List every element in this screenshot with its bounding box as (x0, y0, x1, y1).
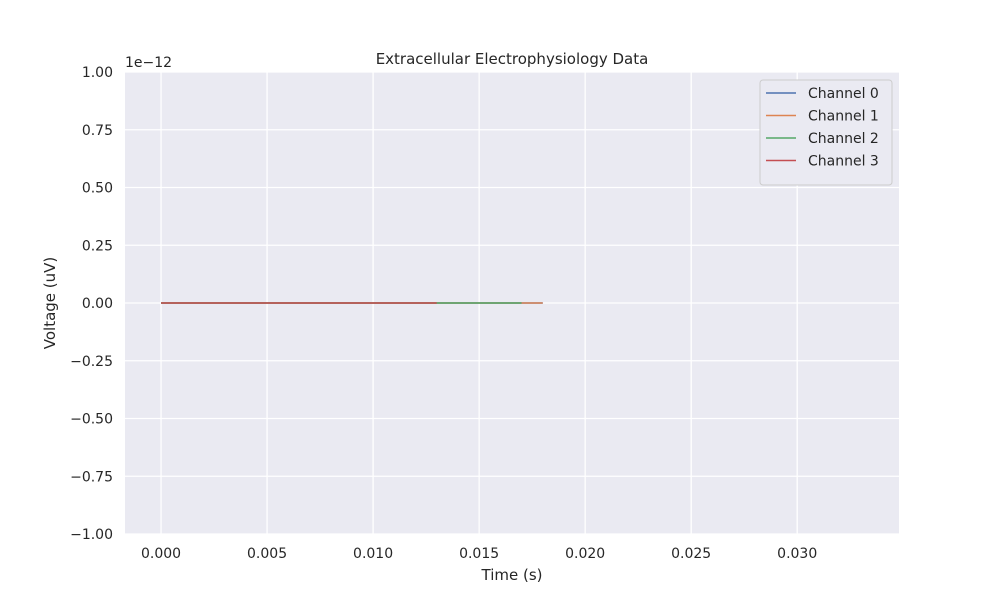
y-tick-label: 0.50 (82, 181, 113, 197)
x-tick-label: 0.020 (565, 546, 605, 562)
chart-title: Extracellular Electrophysiology Data (376, 50, 649, 68)
y-tick-label: −0.75 (70, 469, 113, 485)
x-tick-label: 0.015 (459, 546, 499, 562)
y-tick-label: 0.00 (82, 296, 113, 312)
legend: Channel 0 Channel 1 Channel 2 Channel 3 (759, 79, 893, 186)
y-axis-label: Voltage (uV) (41, 257, 59, 350)
x-axis-ticks: 0.000 0.005 0.010 0.015 0.020 0.025 0.030 (141, 546, 817, 562)
legend-label: Channel 3 (808, 154, 879, 170)
y-tick-label: −0.25 (70, 354, 113, 370)
legend-label: Channel 1 (808, 109, 879, 125)
legend-label: Channel 0 (808, 86, 879, 102)
legend-label: Channel 2 (808, 131, 879, 147)
y-tick-label: 1.00 (82, 65, 113, 81)
x-tick-label: 0.010 (353, 546, 393, 562)
y-tick-label: −0.50 (70, 412, 113, 428)
x-tick-label: 0.030 (777, 546, 817, 562)
x-tick-label: 0.005 (247, 546, 287, 562)
y-axis-ticks: −1.00 −0.75 −0.50 −0.25 0.00 0.25 0.50 0.75 1.00 (70, 65, 113, 543)
y-tick-label: −1.00 (70, 527, 113, 543)
y-offset-text: 1e−12 (125, 55, 172, 71)
x-axis-label: Time (s) (481, 566, 543, 584)
y-tick-label: 0.75 (82, 123, 113, 139)
grid (125, 71, 899, 535)
x-tick-label: 0.000 (141, 546, 181, 562)
x-tick-label: 0.025 (671, 546, 711, 562)
legend-box (759, 79, 893, 186)
y-tick-label: 0.25 (82, 238, 113, 254)
